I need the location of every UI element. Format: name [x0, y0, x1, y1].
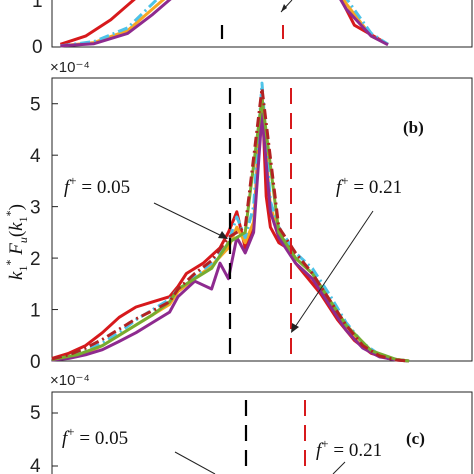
panel-c-arrow-right	[332, 461, 346, 474]
panel-b-series-group	[51, 81, 410, 363]
panel-a-series-0	[59, 0, 389, 46]
panel-a-ytick-0: 0	[32, 37, 43, 58]
panel-a-arrow	[280, 0, 293, 13]
panel-b-tag: (b)	[403, 118, 424, 137]
panel-a-series-1	[60, 0, 389, 48]
panel-c-ytick-5: 5	[30, 403, 41, 424]
panel-b-arrow-left	[153, 202, 228, 239]
panel-a-frame	[51, 0, 473, 48]
panel-c-frame	[51, 391, 473, 474]
panel-a-series-3	[60, 0, 389, 48]
panel-b-annotation-left: f+ = 0.05	[64, 173, 130, 198]
panel-c-exponent: ×10⁻⁴	[50, 372, 90, 389]
panel-c-tag: (c)	[406, 429, 425, 448]
panel-c-annotation-left: f+ = 0.05	[62, 424, 128, 449]
panel-a-ytick-1: 1	[32, 0, 43, 12]
panel-c-arrow-left	[174, 451, 216, 474]
panel-b-exponent: ×10⁻⁴	[50, 59, 90, 76]
panel-b-annotation-right: f+ = 0.21	[336, 173, 402, 198]
panel-a: 1 0	[32, 0, 473, 58]
panel-b: ×10⁻⁴ 0 1 2 3 4 5 (b) f+ = 0.05 f+ = 0.21 k1*…	[3, 59, 473, 373]
panel-b-frame	[51, 77, 473, 362]
panel-c-annotation-right: f+ = 0.21	[316, 436, 382, 461]
panel-b-series-4	[51, 97, 410, 363]
panel-c: ×10⁻⁴ (c) 5 4 f+ = 0.05 f+ = 0.21	[30, 372, 473, 474]
panel-b-ytick-label-3: 3	[30, 198, 41, 219]
panel-b-series-5	[51, 86, 410, 363]
panel-b-arrow-right	[291, 210, 374, 333]
panel-b-ytick-label-0: 0	[30, 352, 41, 373]
panel-c-ytick-4: 4	[30, 456, 41, 474]
panel-b-ytick-label-2: 2	[30, 249, 41, 270]
panel-b-ytick-label-1: 1	[30, 301, 41, 322]
panel-a-series-2	[60, 0, 389, 48]
panel-b-ytick-label-4: 4	[30, 146, 41, 167]
panel-b-y-axis: 0 1 2 3 4 5	[30, 95, 58, 373]
panel-b-ytick-label-5: 5	[30, 95, 41, 116]
panel-b-ylabel: k1* Fu(k1*)	[3, 204, 30, 280]
panel-a-series-group	[59, 0, 389, 48]
